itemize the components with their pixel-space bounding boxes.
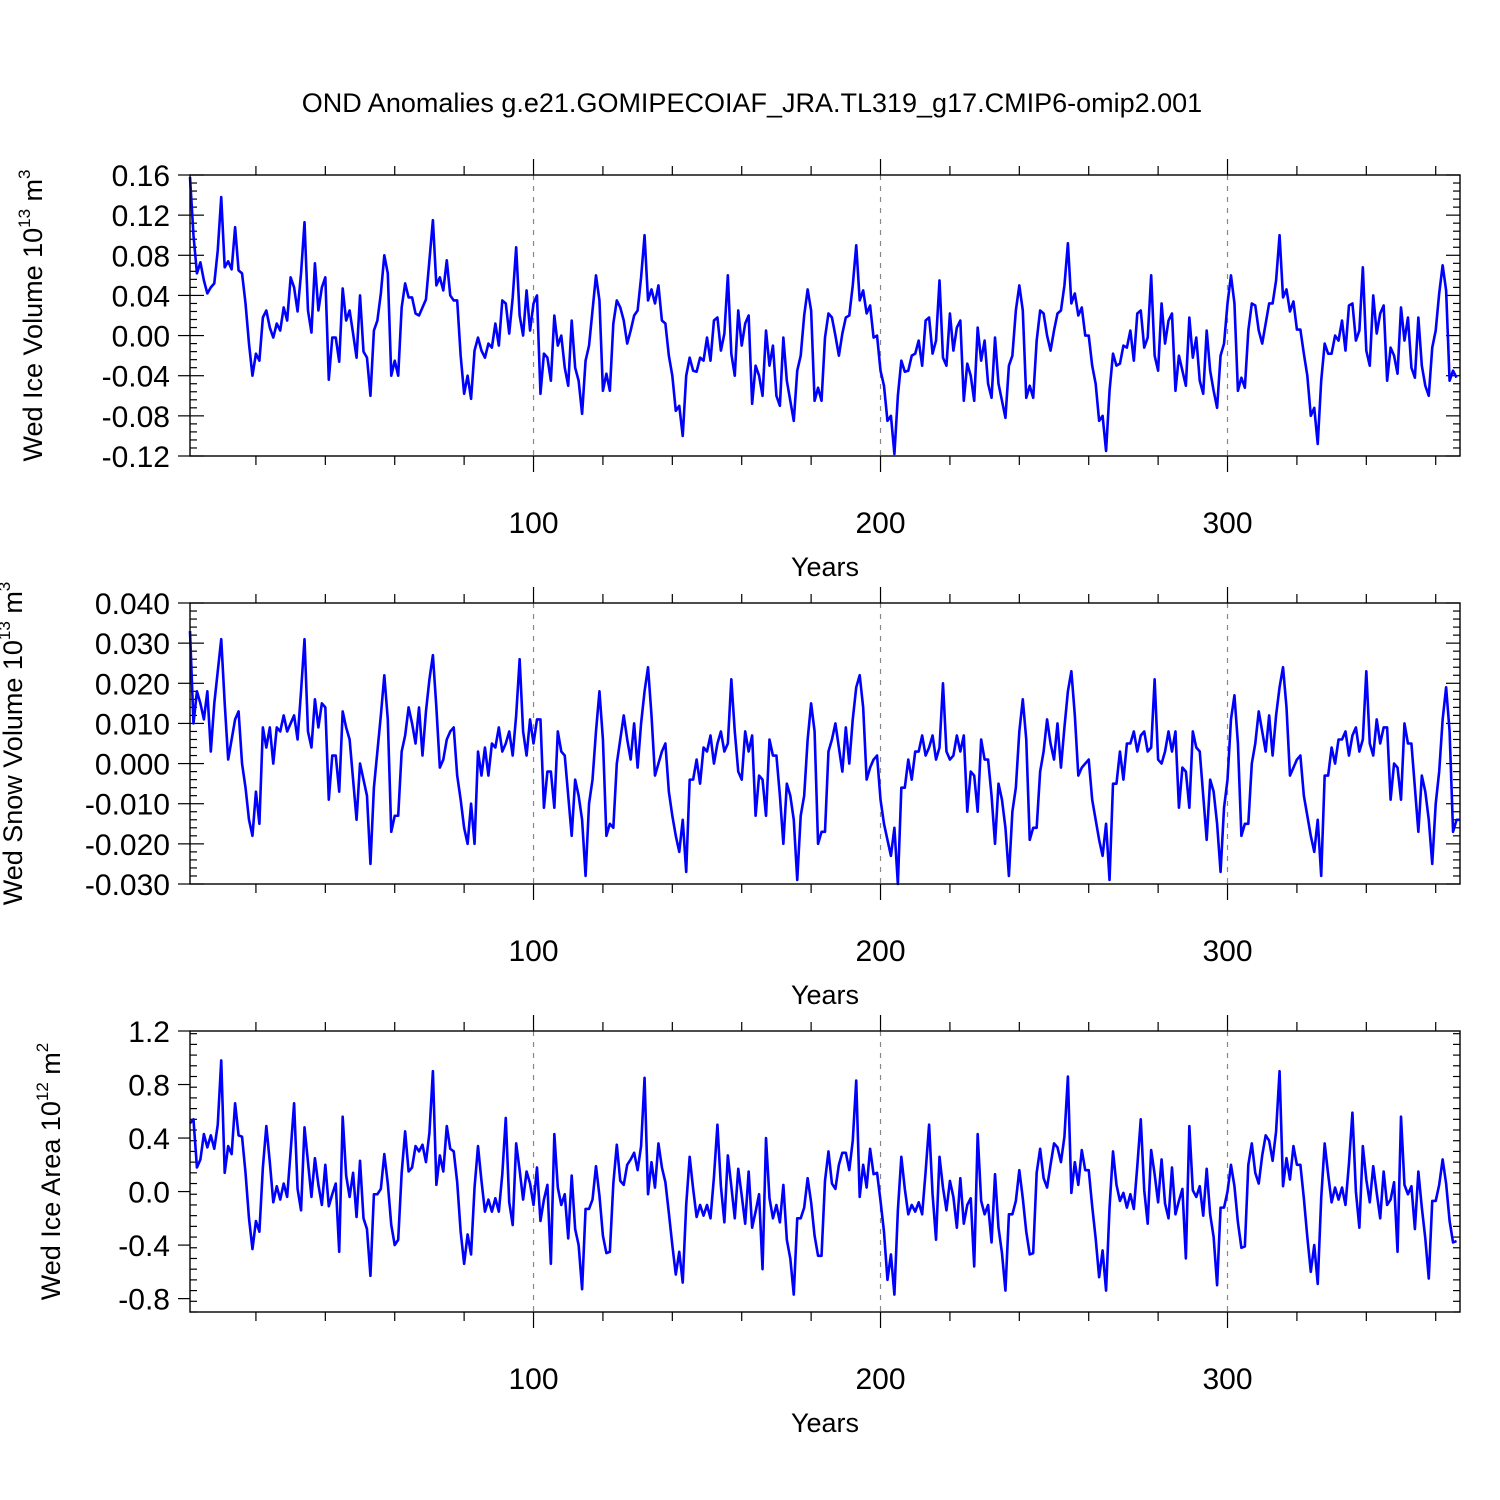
y-tick-label: -0.010	[85, 789, 170, 822]
series-line-ice-area	[189, 1059, 1457, 1296]
x-axis-title: Years	[791, 980, 859, 1010]
y-tick-label: 0.040	[95, 588, 170, 621]
y-tick-label: 1.2	[128, 1016, 170, 1049]
x-tick-label: 200	[855, 935, 905, 968]
x-tick-label: 300	[1202, 1363, 1252, 1396]
x-tick-label: 200	[855, 507, 905, 540]
y-tick-label: -0.12	[102, 441, 170, 474]
y-tick-label: -0.04	[102, 361, 170, 394]
panel-ice-area: -0.8 -0.4 0.0 0.4 0.8 1.2 100 200 300 Years Wed Ic…	[33, 1015, 1461, 1438]
plot-frame	[189, 1030, 1461, 1313]
y-tick-label: -0.020	[85, 829, 170, 862]
x-tick-label: 100	[508, 1363, 558, 1396]
x-tick-label: 300	[1202, 935, 1252, 968]
plot-frame	[189, 174, 1461, 457]
y-tick-label: 0.04	[112, 280, 170, 313]
chart-title: OND Anomalies g.e21.GOMIPECOIAF_JRA.TL31…	[302, 88, 1202, 118]
y-tick-label: 0.00	[112, 321, 170, 354]
y-tick-label: 0.08	[112, 240, 170, 273]
x-axis-title: Years	[791, 1408, 859, 1438]
y-tick-label: 0.010	[95, 708, 170, 741]
y-tick-label: 0.16	[112, 160, 170, 193]
x-tick-label: 300	[1202, 507, 1252, 540]
x-tick-label: 100	[508, 507, 558, 540]
series-line-ice-volume	[188, 176, 1458, 456]
y-tick-label: 0.0	[128, 1177, 170, 1210]
y-tick-label: 0.8	[128, 1070, 170, 1103]
y-tick-label: -0.030	[85, 869, 170, 902]
y-tick-label: 0.020	[95, 668, 170, 701]
y-axis-title: Wed Snow Volume 1013 m3	[0, 582, 28, 906]
y-tick-label: -0.08	[102, 401, 170, 434]
panel-ice-volume: -0.12 -0.08 -0.04 0.00 0.04 0.08 0.12 0.16 100 20…	[15, 159, 1461, 582]
x-axis-title: Years	[791, 552, 859, 582]
plot-frame	[189, 602, 1461, 885]
y-tick-label: 0.000	[95, 749, 170, 782]
y-tick-label: -0.8	[118, 1284, 170, 1317]
y-tick-label: -0.4	[118, 1230, 170, 1263]
y-axis-title: Wed Ice Volume 1013 m3	[15, 169, 48, 461]
x-tick-label: 100	[508, 935, 558, 968]
y-axis-title: Wed Ice Area 1012 m2	[33, 1043, 66, 1301]
y-tick-label: 0.4	[128, 1123, 170, 1156]
y-tick-label: 0.12	[112, 200, 170, 233]
x-tick-label: 200	[855, 1363, 905, 1396]
series-line-snow-volume	[188, 631, 1460, 886]
panel-snow-volume: -0.030 -0.020 -0.010 0.000 0.010 0.020 0.030 0.…	[0, 582, 1461, 1010]
y-tick-label: 0.030	[95, 628, 170, 661]
